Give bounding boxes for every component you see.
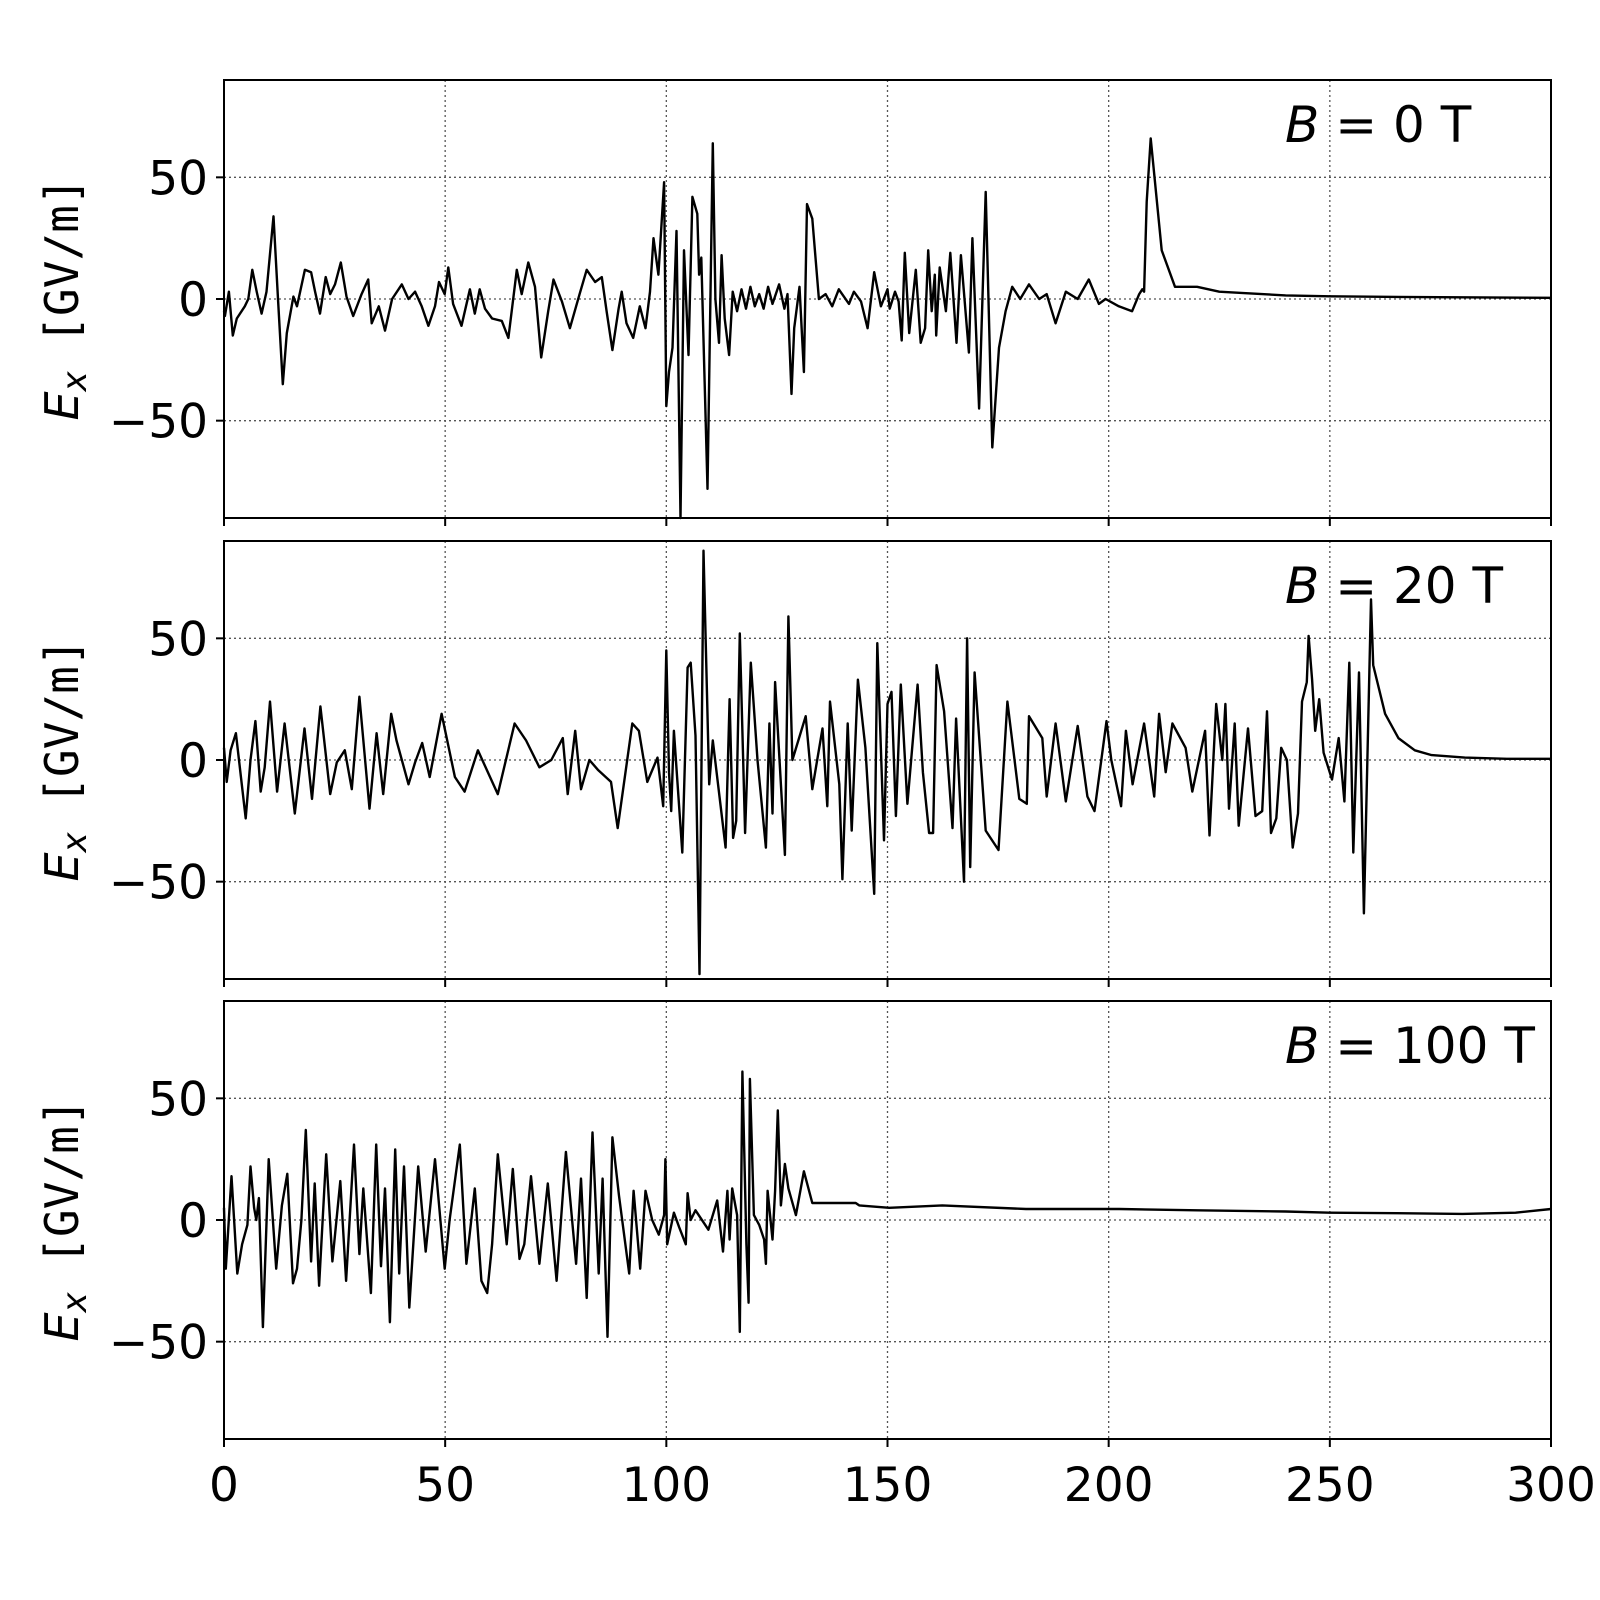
x-tick-label: 300 xyxy=(1506,1458,1596,1513)
y-tick-label: 0 xyxy=(178,734,208,789)
y-tick-label: 0 xyxy=(178,1194,208,1249)
x-tick-label: 100 xyxy=(621,1458,711,1513)
annotation-value: = 20 T xyxy=(1319,557,1503,615)
ylabel-unit: [GV/m] xyxy=(35,1098,89,1292)
y-axis-label: Ex [GV/m] xyxy=(35,177,95,420)
annotation-variable: B xyxy=(1285,557,1319,615)
annotation-variable: B xyxy=(1285,1017,1319,1075)
ylabel-symbol: E xyxy=(35,852,89,881)
panel-3: 0 50 100 150 200 250 300 −50 0 50 B = 100 T Ex [GV/… xyxy=(35,1000,1596,1513)
x-tick-label: 0 xyxy=(209,1458,239,1513)
x-tick-label: 50 xyxy=(415,1458,475,1513)
x-tick-label: 150 xyxy=(843,1458,933,1513)
ylabel-subscript: x xyxy=(55,831,95,853)
y-tick-label: 0 xyxy=(178,273,208,328)
x-tick-label: 250 xyxy=(1285,1458,1375,1513)
ylabel-unit: [GV/m] xyxy=(35,177,89,371)
field-annotation: B = 20 T xyxy=(1285,557,1504,615)
y-tick-label: −50 xyxy=(109,856,208,911)
ylabel-symbol: E xyxy=(35,391,89,420)
panel-2: −50 0 50 B = 20 T Ex [GV/m] xyxy=(35,540,1552,987)
field-annotation: B = 0 T xyxy=(1285,96,1472,154)
y-axis-label: Ex [GV/m] xyxy=(35,638,95,881)
ylabel-unit: [GV/m] xyxy=(35,638,89,832)
y-tick-label: 50 xyxy=(148,1072,208,1127)
y-tick-label: 50 xyxy=(148,612,208,667)
series-line xyxy=(222,1070,1552,1338)
panel-1: −50 0 50 B = 0 T Ex [GV/m] xyxy=(35,79,1552,526)
annotation-value: = 0 T xyxy=(1319,96,1471,154)
y-axis-label: Ex [GV/m] xyxy=(35,1098,95,1341)
panels: −50 0 50 B = 0 T Ex [GV/m] −50 0 50 B = 20 T Ex [… xyxy=(35,79,1596,1513)
y-tick-label: 50 xyxy=(148,151,208,206)
annotation-variable: B xyxy=(1285,96,1319,154)
y-tick-label: −50 xyxy=(109,1316,208,1371)
series-line xyxy=(222,549,1551,976)
x-tick-label: 200 xyxy=(1064,1458,1154,1513)
field-annotation: B = 100 T xyxy=(1285,1017,1535,1075)
annotation-value: = 100 T xyxy=(1319,1017,1535,1075)
series-line xyxy=(222,137,1552,520)
ylabel-symbol: E xyxy=(35,1312,89,1341)
ylabel-subscript: x xyxy=(55,1291,95,1313)
ylabel-subscript: x xyxy=(55,370,95,392)
y-tick-label: −50 xyxy=(109,395,208,450)
